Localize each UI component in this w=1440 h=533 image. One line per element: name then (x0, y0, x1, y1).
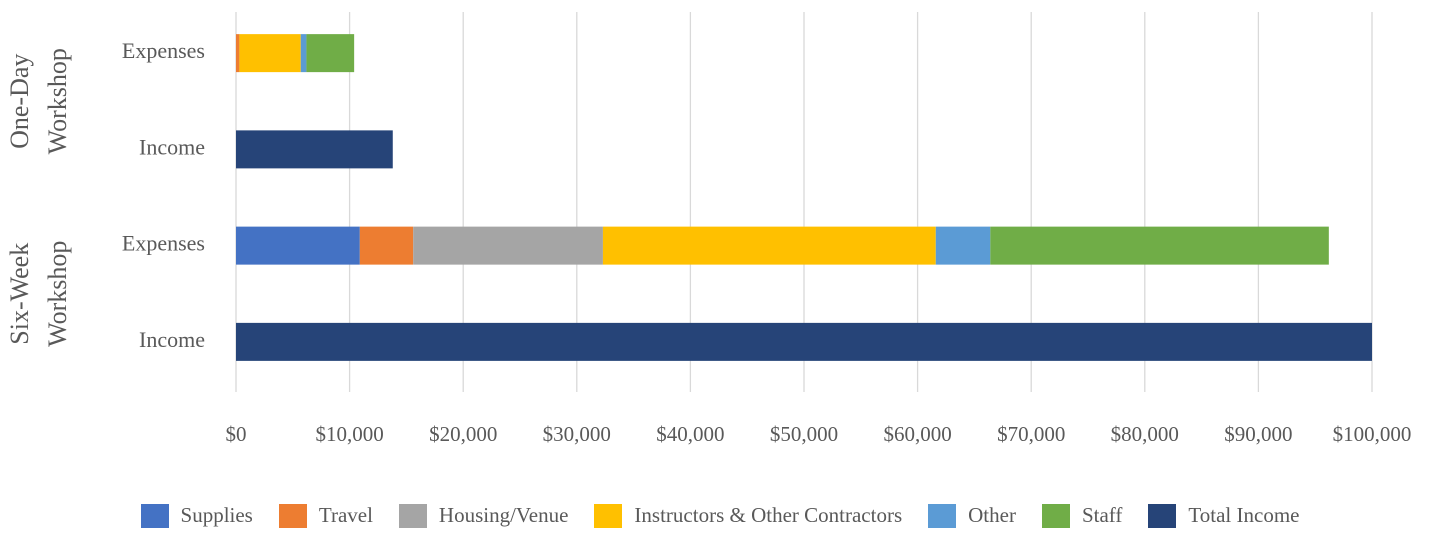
legend: Supplies Travel Housing/Venue Instructors &… (0, 503, 1440, 528)
legend-swatch (928, 503, 957, 528)
bar-segment (236, 226, 360, 265)
legend-item: Instructors & Other Contractors (594, 503, 902, 528)
legend-label: Instructors & Other Contractors (634, 503, 903, 527)
legend-label: Supplies (180, 503, 253, 527)
group-label: Workshop (43, 241, 72, 347)
x-tick-label: $0 (226, 422, 247, 446)
x-tick-label: $20,000 (429, 422, 497, 446)
row-label: Expenses (122, 231, 205, 256)
legend-label: Travel (318, 503, 373, 527)
group-label: One-Day (5, 54, 34, 149)
legend-label: Total Income (1188, 503, 1300, 527)
row-label: Expenses (122, 38, 205, 63)
legend-label: Other (968, 503, 1016, 527)
legend-item: Housing/Venue (398, 503, 569, 528)
bar-segment (935, 226, 991, 265)
legend-swatch (140, 503, 169, 528)
legend-label: Staff (1081, 503, 1123, 527)
bar-segment (236, 130, 393, 169)
x-tick-label: $70,000 (997, 422, 1065, 446)
row-label: Income (139, 134, 205, 159)
group-label: Workshop (43, 48, 72, 154)
group-label: Six-Week (5, 243, 34, 345)
x-tick-label: $60,000 (883, 422, 951, 446)
legend-item: Travel (278, 503, 373, 528)
legend-swatch (278, 503, 307, 528)
legend-label: Housing/Venue (438, 503, 569, 527)
bar-segment (239, 34, 301, 73)
chart: $0 $10,000 $20,000 $30,000 $40,000 $50,000 $60… (5, 12, 1412, 446)
legend-swatch (1148, 503, 1177, 528)
legend-item: Supplies (140, 503, 253, 528)
x-tick-label: $50,000 (770, 422, 838, 446)
bar-segment (236, 322, 1372, 361)
legend-item: Staff (1041, 503, 1123, 528)
x-tick-label: $80,000 (1111, 422, 1179, 446)
legend-swatch (398, 503, 427, 528)
legend-item: Other (928, 503, 1016, 528)
x-tick-label: $40,000 (656, 422, 724, 446)
legend-swatch (1041, 503, 1070, 528)
legend-item: Total Income (1148, 503, 1299, 528)
row-label: Income (139, 327, 205, 352)
x-tick-label: $30,000 (543, 422, 611, 446)
x-tick-label: $90,000 (1224, 422, 1292, 446)
legend-swatch (594, 503, 623, 528)
x-tick-label: $100,000 (1333, 422, 1412, 446)
bar-segment (300, 34, 307, 73)
x-tick-label: $10,000 (315, 422, 383, 446)
bar-segment (236, 34, 240, 73)
bar-segment (990, 226, 1329, 265)
bar-segment (602, 226, 936, 265)
bar-segment (413, 226, 603, 265)
bar-segment (359, 226, 414, 265)
bar-segment (306, 34, 355, 73)
